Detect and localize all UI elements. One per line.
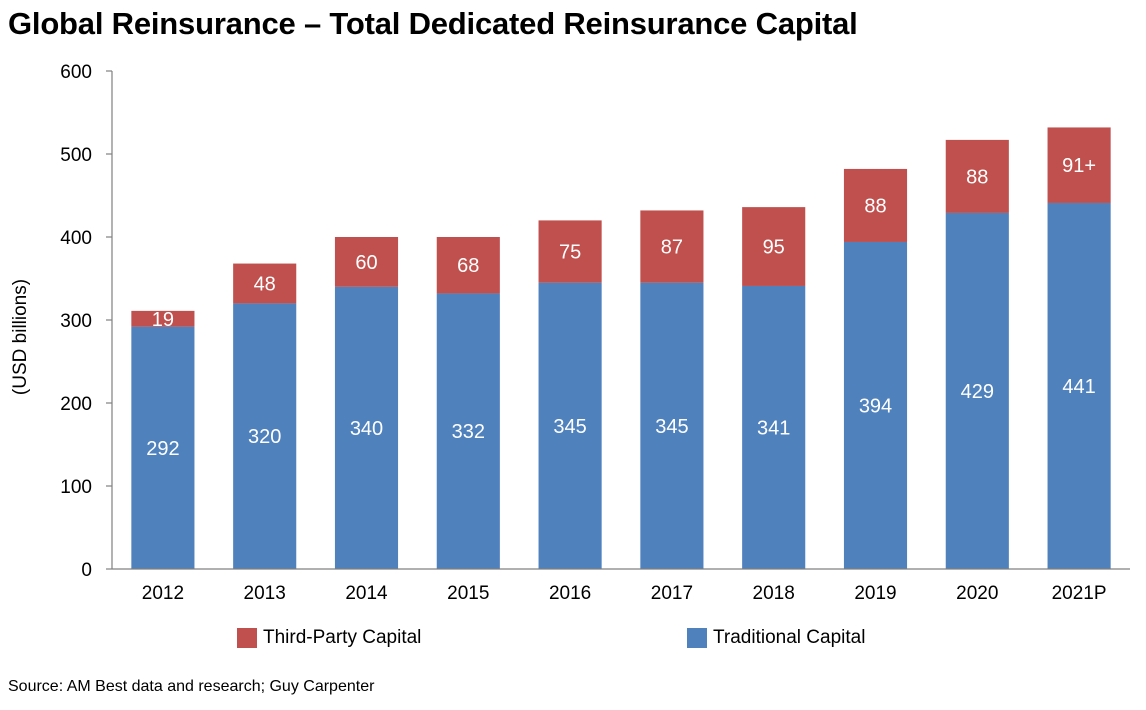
y-tick-label: 0 [81,560,92,581]
y-tick-label: 300 [60,311,92,332]
y-axis-ticks: 0 100 200 300 400 500 600 [60,62,112,581]
bar-third-party [334,237,399,287]
y-tick-label: 100 [60,477,92,498]
y-axis-label: (USD billions) [10,279,31,395]
bar-third-party [742,207,806,286]
y-tick-label: 400 [60,228,92,249]
bar-traditional [131,326,195,569]
x-tick-label: 2018 [753,583,795,604]
source-note: Source: AM Best data and research; Guy C… [8,678,375,695]
data-label-third-party: 88 [864,195,886,217]
data-label-third-party: 48 [254,273,276,295]
data-label-traditional: 429 [961,381,994,403]
y-tick-label: 200 [60,394,92,415]
data-label-traditional: 340 [350,418,383,440]
data-label-traditional: 394 [859,395,892,417]
x-tick-label: 2015 [447,583,489,604]
data-label-third-party: 95 [763,237,785,259]
bar-traditional [640,282,704,569]
x-tick-label: 2019 [854,583,896,604]
y-tick-label: 500 [60,145,92,166]
bar-third-party [1047,127,1111,203]
bar-third-party [538,220,602,283]
data-label-third-party: 75 [559,242,581,264]
bar-third-party [945,139,1009,213]
data-label-traditional: 332 [452,421,485,443]
data-label-traditional: 320 [248,426,281,448]
x-tick-label: 2017 [651,583,693,604]
data-label-third-party: 91+ [1062,155,1096,177]
bar-third-party [436,237,500,294]
y-tick-label: 600 [60,62,92,83]
data-label-traditional: 441 [1062,376,1095,398]
data-label-traditional: 341 [757,417,790,439]
bar-third-party [843,168,908,242]
data-label-third-party: 60 [355,252,377,274]
x-tick-label: 2020 [956,583,998,604]
bar-third-party [131,310,195,327]
bars: 292 19 320 48 340 60 332 68 345 75 345 87 341 95 394 88… [131,127,1111,570]
data-label-third-party: 68 [457,255,479,277]
chart-title: Global Reinsurance – Total Dedicated Rei… [8,6,858,41]
bar-traditional [334,286,399,569]
bar-traditional [945,212,1009,569]
x-tick-label: 2013 [244,583,286,604]
legend-item-traditional: Traditional Capital [687,627,865,649]
legend-label-third-party: Third-Party Capital [263,627,422,648]
data-label-third-party: 19 [152,309,174,331]
bar-traditional [436,293,500,569]
bar-third-party [233,263,297,304]
x-tick-label: 2012 [142,583,184,604]
legend-swatch-third-party [237,628,257,648]
bar-traditional [843,241,908,570]
bar-traditional [538,282,602,569]
bar-traditional [1047,202,1111,569]
data-label-third-party: 87 [661,237,683,259]
bar-traditional [233,303,297,569]
x-tick-label: 2021P [1052,583,1107,604]
data-label-third-party: 88 [966,166,988,188]
data-label-traditional: 292 [146,438,179,460]
legend-label-traditional: Traditional Capital [713,627,866,648]
legend-item-third-party: Third-Party Capital [237,627,421,649]
x-tick-label: 2016 [549,583,591,604]
data-label-traditional: 345 [553,416,586,438]
legend-swatch-traditional [687,628,707,648]
bar-third-party [640,210,704,283]
bar-traditional [742,285,806,569]
x-tick-label: 2014 [345,583,388,604]
x-axis-ticks: 2012 2013 2014 2015 2016 2017 2018 2019 2020 2021… [142,583,1107,604]
data-label-traditional: 345 [655,416,688,438]
